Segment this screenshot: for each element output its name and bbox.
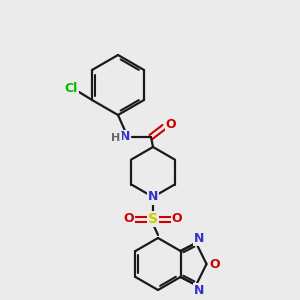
Text: S: S xyxy=(148,212,158,226)
Text: H: H xyxy=(111,133,121,143)
Text: N: N xyxy=(194,232,204,244)
Text: O: O xyxy=(166,118,176,131)
Text: N: N xyxy=(120,130,130,143)
Text: N: N xyxy=(194,284,204,296)
Text: O: O xyxy=(124,212,134,226)
Text: N: N xyxy=(148,190,158,203)
Text: O: O xyxy=(172,212,182,226)
Text: Cl: Cl xyxy=(64,82,78,94)
Text: O: O xyxy=(209,257,220,271)
